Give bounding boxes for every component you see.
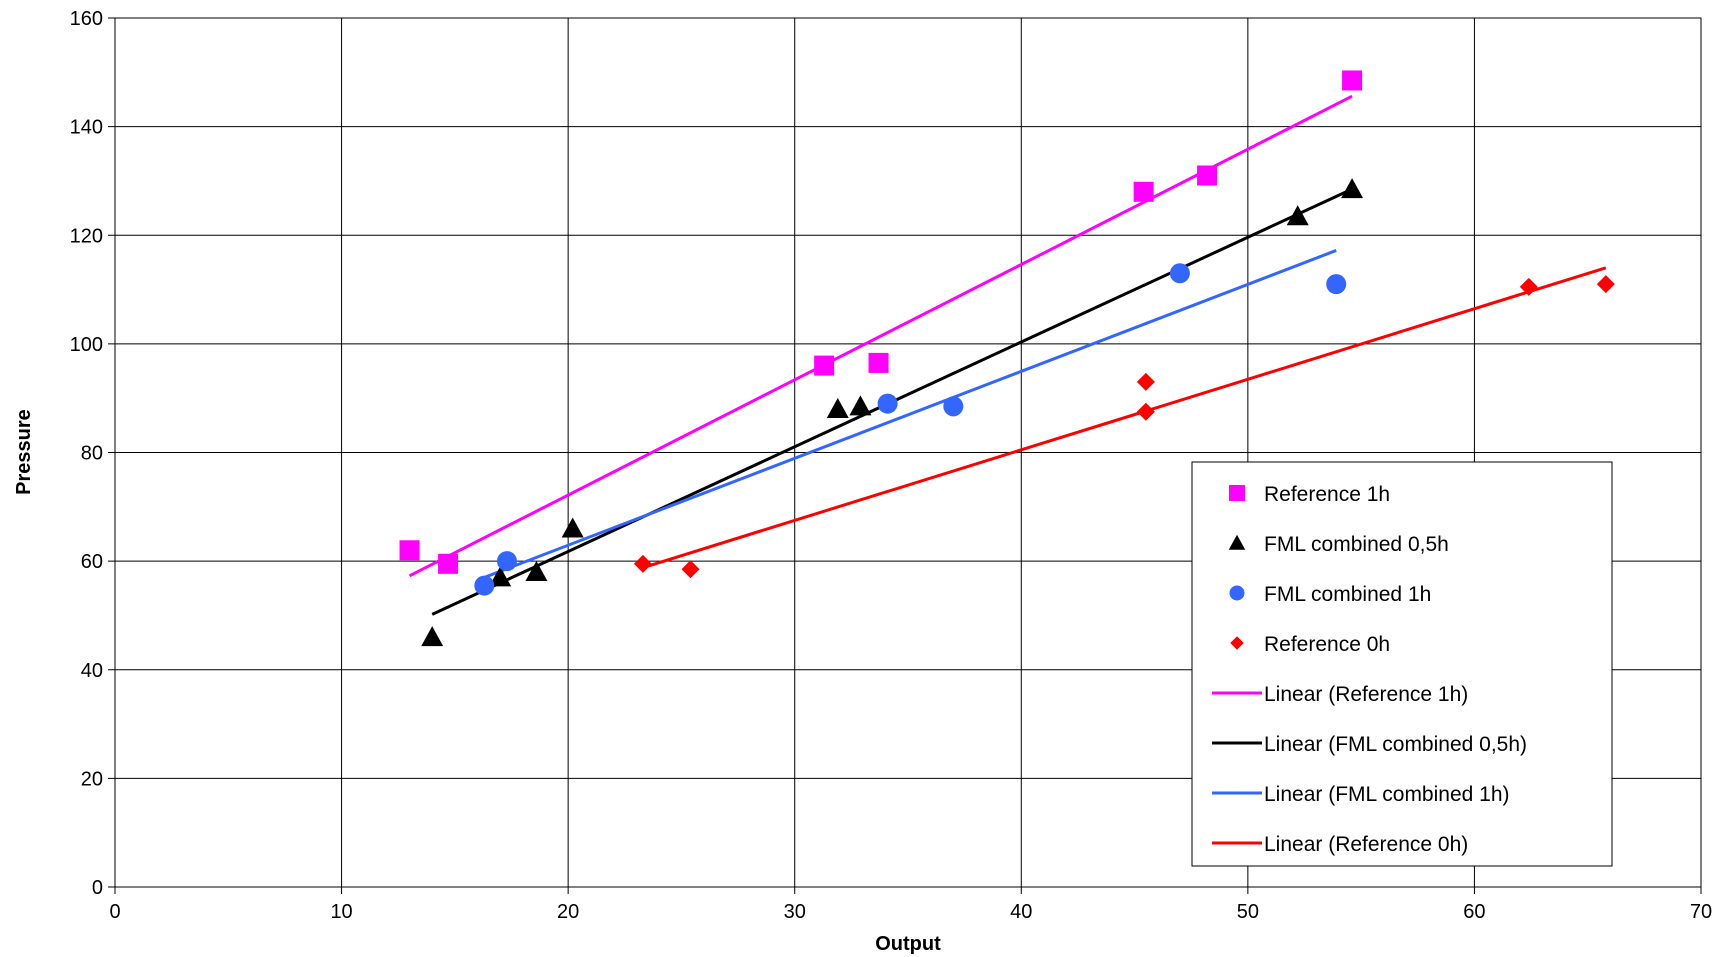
legend-label: Linear (FML combined 1h) xyxy=(1264,783,1510,806)
legend-marker xyxy=(1228,534,1246,550)
data-point xyxy=(438,553,459,574)
y-tick-label: 80 xyxy=(81,443,103,465)
data-point xyxy=(814,355,835,376)
y-axis-title: Pressure xyxy=(13,409,35,495)
axes: 0 20 40 60 80 100 120 140 160 0 10 20 30 40 50 60 70 xyxy=(70,8,1713,923)
legend-label: FML combined 0,5h xyxy=(1264,533,1449,556)
data-point xyxy=(489,566,512,587)
x-tick-label: 60 xyxy=(1463,901,1485,923)
data-point xyxy=(826,398,849,419)
x-tick-label: 40 xyxy=(1010,901,1032,923)
legend-box xyxy=(1191,461,1613,867)
data-point xyxy=(1197,165,1218,186)
trendline xyxy=(642,266,1607,570)
data-point xyxy=(1286,205,1309,226)
data-point xyxy=(1519,277,1538,296)
y-tick-label: 140 xyxy=(70,117,103,139)
legend-symbol xyxy=(1229,485,1245,501)
data-point xyxy=(877,393,898,414)
y-tick-label: 20 xyxy=(81,768,103,790)
data-point xyxy=(561,517,584,538)
data-point xyxy=(868,352,889,373)
trendline xyxy=(408,94,1353,578)
legend-label: Linear (Reference 0h) xyxy=(1264,833,1468,856)
x-tick-label: 30 xyxy=(784,901,806,923)
legend-label: Linear (Reference 1h) xyxy=(1264,683,1468,706)
data-point xyxy=(1136,402,1155,421)
x-tick-label: 0 xyxy=(109,901,120,923)
data-point xyxy=(849,395,872,416)
data-point xyxy=(421,626,444,647)
legend-marker xyxy=(1230,636,1244,650)
legend-label: Reference 1h xyxy=(1264,483,1390,506)
y-tick-label: 60 xyxy=(81,551,103,573)
data-point xyxy=(943,396,964,417)
legend-marker xyxy=(1229,485,1245,501)
data-point xyxy=(474,575,495,596)
data-point xyxy=(1326,274,1347,295)
legend: Reference 1h FML combined 0,5h FML combine… xyxy=(1191,461,1613,867)
y-tick-label: 0 xyxy=(92,877,103,899)
legend-symbol xyxy=(1230,636,1244,650)
y-tick-label: 160 xyxy=(70,8,103,30)
legend-label: FML combined 1h xyxy=(1264,583,1431,606)
data-point xyxy=(633,554,652,573)
data-point xyxy=(399,540,420,561)
legend-symbol xyxy=(1229,585,1245,601)
data-point xyxy=(1341,178,1364,199)
data-point xyxy=(1342,70,1363,91)
y-tick-label: 40 xyxy=(81,660,103,682)
x-tick-label: 50 xyxy=(1237,901,1259,923)
x-tick-label: 20 xyxy=(557,901,579,923)
trendline xyxy=(483,249,1337,579)
data-point xyxy=(1596,275,1615,294)
x-tick-label: 70 xyxy=(1690,901,1712,923)
y-tick-label: 100 xyxy=(70,334,103,356)
trendlines xyxy=(408,94,1607,616)
x-tick-label: 10 xyxy=(330,901,352,923)
x-axis-title: Output xyxy=(875,933,941,955)
legend-symbol xyxy=(1228,534,1246,550)
y-tick-label: 120 xyxy=(70,225,103,247)
data-point xyxy=(496,551,517,572)
data-point xyxy=(681,560,700,579)
legend-marker xyxy=(1229,585,1245,601)
data-point xyxy=(1133,181,1154,202)
data-point xyxy=(1169,263,1190,284)
legend-label: Linear (FML combined 0,5h) xyxy=(1264,733,1527,756)
data-point xyxy=(1136,372,1155,391)
data-markers xyxy=(399,70,1615,647)
legend-label: Reference 0h xyxy=(1264,633,1390,656)
data-point xyxy=(525,560,548,581)
